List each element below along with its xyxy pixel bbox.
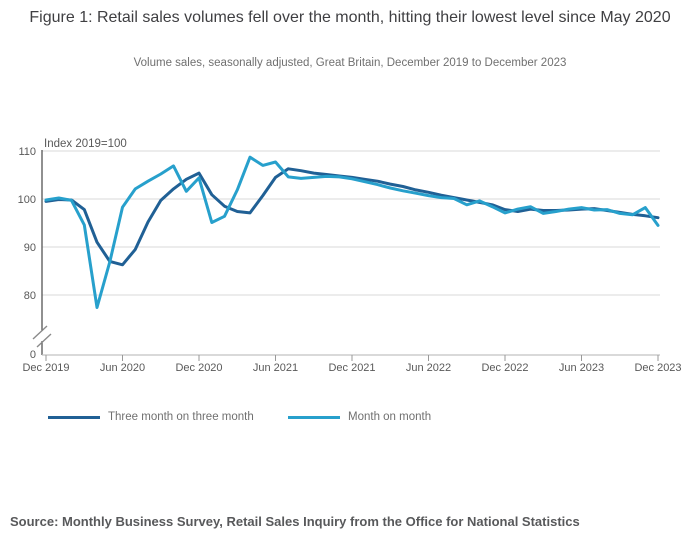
gridlines [42,150,660,296]
chart-legend: Three month on three month Month on mont… [0,408,700,426]
axis-break-slash-1 [32,325,48,340]
series-line-three-month-on-three-month [44,167,660,267]
legend-item-three-month: Three month on three month [48,408,254,426]
x-tick-label-Dec 2022: Dec 2022 [481,362,528,374]
chart-title: Figure 1: Retail sales volumes fell over… [29,9,671,26]
y-tick-label-80: 80 [24,290,36,302]
x-tick-label-Dec 2020: Dec 2020 [175,362,222,374]
axis-break-slash-2 [36,333,52,348]
y-tick-label-90: 90 [24,242,36,254]
y-tick-label-100: 100 [18,194,36,206]
x-tick-label-Jun 2022: Jun 2022 [406,362,451,374]
legend-swatch-month-on-month [288,415,340,419]
data-series [44,155,660,309]
y-tick-label-0: 0 [30,349,36,361]
y-tick-label-110: 110 [18,146,36,158]
legend-label-month-on-month: Month on month [348,411,432,423]
x-tick-label-Dec 2021: Dec 2021 [328,362,375,374]
series-line-month-on-month [44,155,660,309]
x-tick-label-Dec 2023: Dec 2023 [634,362,681,374]
x-tick-label-Jun 2021: Jun 2021 [253,362,298,374]
y-axis-unit-label: Index 2019=100 [44,138,127,150]
x-tick-label-Dec 2019: Dec 2019 [22,362,69,374]
x-tick-label-Jun 2020: Jun 2020 [100,362,145,374]
x-tick-label-Jun 2023: Jun 2023 [559,362,604,374]
legend-swatch-three-month [48,415,100,419]
source-note: Source: Monthly Business Survey, Retail … [10,514,580,529]
axes: 0 80 90 100 110 Dec 2019 Jun 2020 Dec 2020 Jun 2… [18,146,682,374]
legend-label-three-month: Three month on three month [108,411,254,423]
chart-subtitle: Volume sales, seasonally adjusted, Great… [133,57,567,69]
legend-item-month-on-month: Month on month [288,408,431,426]
